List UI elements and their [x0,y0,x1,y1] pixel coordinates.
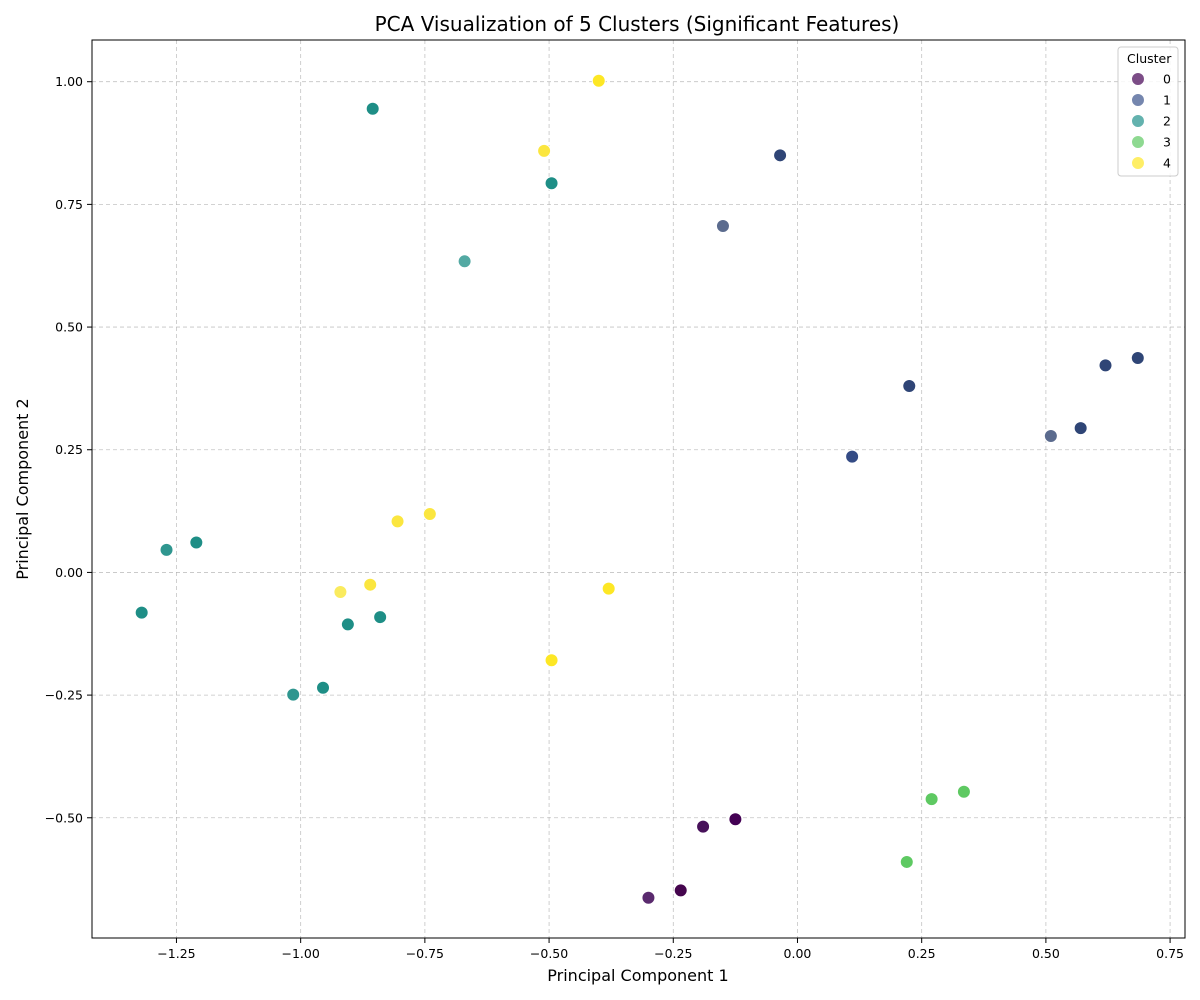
y-axis-label: Principal Component 2 [13,398,32,579]
x-tick-label: −1.00 [282,946,320,961]
data-point-cluster-1 [1130,350,1145,365]
data-point-cluster-4 [333,585,348,600]
x-tick-label: −0.50 [530,946,568,961]
x-tick-label: −0.25 [654,946,692,961]
y-tick-label: 0.00 [55,565,83,580]
data-point-cluster-3 [899,854,914,869]
data-point-cluster-4 [363,577,378,592]
y-tick-label: −0.25 [45,688,83,703]
legend-marker [1131,93,1145,107]
x-tick-label: 0.25 [908,946,936,961]
data-point-cluster-0 [673,883,688,898]
chart-title: PCA Visualization of 5 Clusters (Signifi… [375,12,900,36]
legend-label: 1 [1163,93,1171,108]
legend-title: Cluster [1127,51,1172,66]
y-tick-label: 0.50 [55,320,83,335]
legend-marker [1131,72,1145,86]
data-point-cluster-1 [1073,421,1088,436]
data-point-cluster-2 [286,687,301,702]
data-point-cluster-1 [773,148,788,163]
data-point-cluster-2 [134,605,149,620]
data-points [134,73,1145,905]
data-point-cluster-0 [728,812,743,827]
legend-marker [1131,114,1145,128]
data-point-cluster-2 [373,610,388,625]
ticks: −1.25 −1.00 −0.75 −0.50 −0.25 0.00 0.25 0.50 0.7… [45,74,1184,961]
y-tick-label: 0.25 [55,442,83,457]
data-point-cluster-3 [924,792,939,807]
data-point-cluster-1 [902,378,917,393]
x-axis-label: Principal Component 1 [547,966,728,985]
x-tick-label: 0.75 [1156,946,1184,961]
legend-label: 4 [1163,156,1171,171]
data-point-cluster-1 [845,449,860,464]
y-tick-label: −0.50 [45,810,83,825]
data-point-cluster-2 [340,617,355,632]
data-point-cluster-0 [641,890,656,905]
y-tick-label: 0.75 [55,197,83,212]
plot-frame [91,39,1186,939]
data-point-cluster-3 [956,784,971,799]
data-point-cluster-2 [316,680,331,695]
x-tick-label: 0.50 [1032,946,1060,961]
data-point-cluster-4 [390,514,405,529]
data-point-cluster-1 [1098,358,1113,373]
legend-label: 3 [1163,135,1171,150]
legend-label: 0 [1163,72,1171,87]
data-point-cluster-0 [696,819,711,834]
x-tick-label: −0.75 [406,946,444,961]
legend: Cluster 0 1 2 3 4 [1117,46,1179,177]
legend-marker [1131,156,1145,170]
data-point-cluster-2 [457,254,472,269]
data-point-cluster-1 [1043,429,1058,444]
data-point-cluster-4 [591,73,606,88]
legend-entries: 0 1 2 3 4 [1131,72,1171,171]
grid [92,40,1185,938]
data-point-cluster-2 [189,535,204,550]
data-point-cluster-4 [422,507,437,522]
y-tick-label: 1.00 [55,74,83,89]
data-point-cluster-4 [537,143,552,158]
data-point-cluster-2 [159,542,174,557]
data-point-cluster-2 [544,176,559,191]
data-point-cluster-4 [544,653,559,668]
data-point-cluster-4 [601,581,616,596]
x-tick-label: 0.00 [784,946,812,961]
legend-label: 2 [1163,114,1171,129]
data-point-cluster-2 [365,101,380,116]
x-tick-label: −1.25 [157,946,195,961]
legend-marker [1131,135,1145,149]
data-point-cluster-1 [715,218,730,233]
